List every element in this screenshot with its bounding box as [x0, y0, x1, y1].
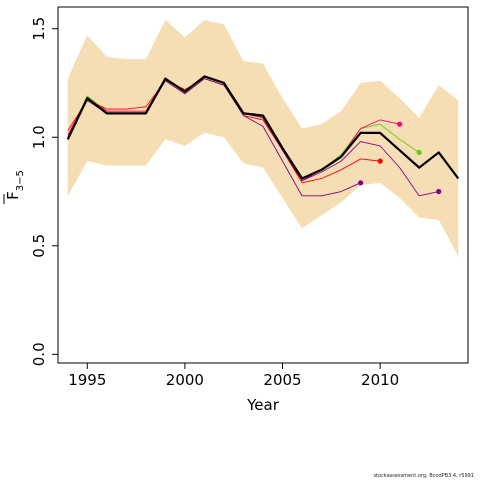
series-layer — [66, 75, 460, 197]
x-axis-title: Year — [246, 396, 280, 414]
y-axis: 0.0 0.5 1.0 1.5 — [30, 17, 58, 366]
y-axis-title-main: F — [4, 191, 22, 200]
series-end-point-peel_2013 — [436, 188, 442, 195]
confidence-band — [67, 20, 459, 257]
plot-frame — [57, 6, 469, 364]
x-tick-label: 2010 — [361, 371, 399, 389]
x-tick-label: 2005 — [263, 371, 301, 389]
x-tick-label: 2000 — [166, 371, 204, 389]
confidence-band-layer — [67, 20, 459, 257]
y-tick-label: 0.5 — [30, 234, 48, 258]
series-end-point-peel_2012 — [416, 149, 422, 156]
svg-text:F3−5: F3−5 — [4, 170, 26, 200]
series-end-point-peel_2009 — [358, 180, 364, 186]
y-axis-title-subscript: 3−5 — [15, 170, 26, 191]
series-line-main — [66, 75, 460, 180]
y-tick-label: 1.0 — [30, 125, 48, 149]
series-end-point-peel_2011 — [397, 121, 403, 127]
footer-note: stockassessment.org, BcodPB3.4, r5991 — [373, 473, 474, 479]
x-axis: 1995 2000 2005 2010 — [68, 363, 399, 389]
series-end-point-peel_2010 — [377, 158, 383, 164]
y-tick-label: 0.0 — [30, 342, 48, 366]
y-tick-label: 1.5 — [30, 17, 48, 41]
y-axis-title: F3−5 — [3, 170, 26, 204]
x-tick-label: 1995 — [68, 371, 106, 389]
